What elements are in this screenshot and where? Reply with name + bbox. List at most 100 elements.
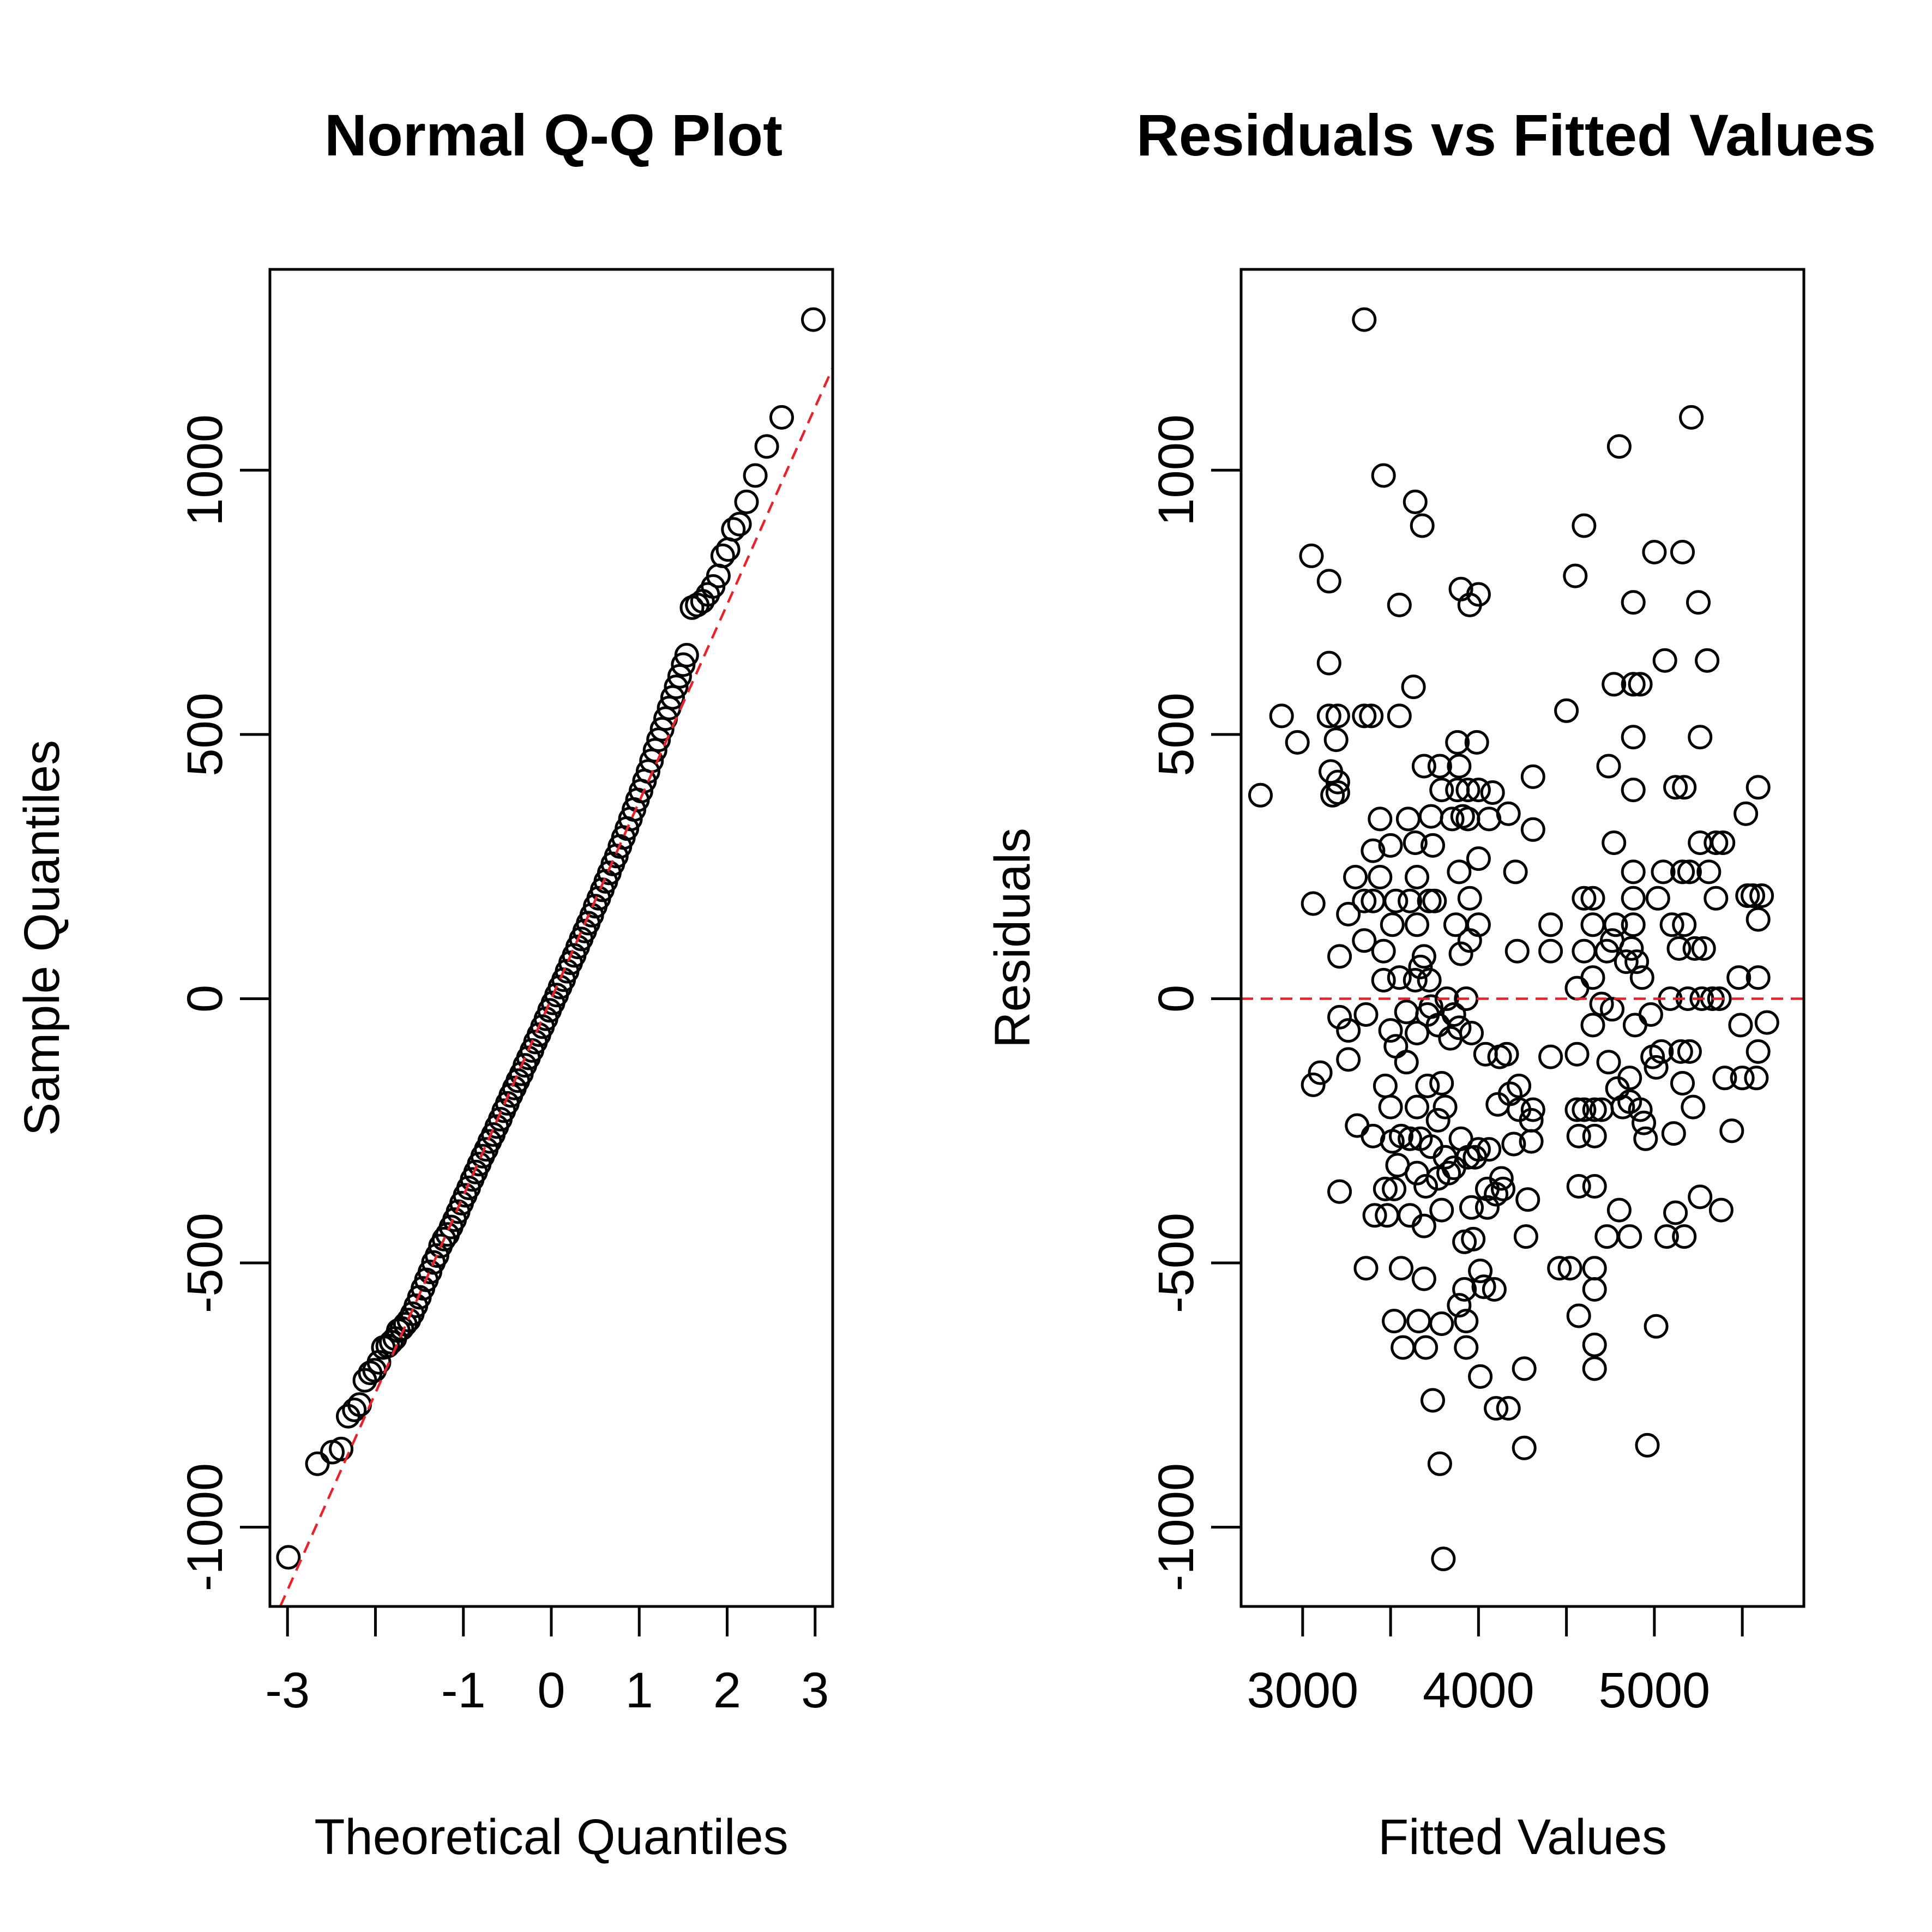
data-point [721,517,746,542]
data-point [1316,703,1341,729]
data-point [1403,968,1428,992]
data-point [1668,1039,1693,1064]
data-point [1387,965,1412,990]
data-point [1383,888,1409,913]
data-point [1520,817,1545,842]
data-point [1362,1203,1387,1228]
data-point [1411,1266,1436,1291]
data-point [1695,648,1720,673]
data-point [1696,859,1722,884]
data-point [1316,651,1341,676]
data-point [342,1398,367,1422]
data-point [1670,1071,1695,1096]
data-point [1373,1176,1398,1201]
data-point [1461,1226,1486,1251]
data-point [1477,1137,1502,1162]
data-point [1455,778,1480,803]
data-point [1572,886,1597,911]
data-point [1670,859,1695,884]
data-point [1452,1277,1477,1302]
data-point [1371,463,1396,488]
data-point [1496,801,1521,826]
data-point [754,434,779,459]
data-point [1688,1184,1713,1209]
data-point [734,489,759,514]
data-point [1454,1309,1479,1334]
x-tick-label: -1 [441,1663,486,1718]
data-point [1403,830,1428,855]
data-point [276,1545,301,1570]
data-point [1429,1197,1454,1223]
data-point [1415,1073,1440,1098]
data-point [1520,764,1545,789]
data-point [1466,1137,1491,1162]
residuals-plot-points [1248,307,1779,1572]
data-point [1359,703,1384,729]
data-point [1566,1303,1591,1328]
data-point [1503,859,1528,884]
qq-x-axis-label: Theoretical Quantiles [314,1809,788,1865]
data-point [1316,569,1341,594]
data-point [1336,1018,1361,1043]
data-point [1459,1021,1484,1045]
residuals-y-axis-label: Residuals [985,828,1040,1048]
data-point [1741,883,1765,908]
data-point [1749,883,1774,908]
data-point [1336,1047,1361,1072]
data-point [1353,1002,1379,1027]
data-point [1411,754,1436,779]
x-tick-label: 4000 [1423,1663,1534,1718]
data-point [1327,1004,1352,1030]
data-point [1512,1435,1537,1460]
data-point [1403,489,1428,514]
data-point [1394,1050,1419,1075]
data-point [1754,1010,1779,1035]
data-point [1466,778,1491,803]
data-point [1454,1335,1479,1360]
data-point [1563,563,1588,588]
data-point [1610,1094,1635,1120]
data-point [1378,1094,1403,1120]
data-point [329,1436,354,1461]
data-point [1602,672,1627,697]
data-point [1621,912,1646,937]
data-point [1480,780,1505,805]
data-point [1659,912,1684,937]
data-point [1496,1396,1521,1421]
data-point [1704,886,1729,911]
data-point [1519,1129,1544,1154]
data-point [1682,936,1707,961]
data-point [1382,1309,1407,1334]
qq-plot-title: Normal Q-Q Plot [324,102,783,168]
data-point [1645,886,1670,911]
residuals-plot-panel: Residuals vs Fitted Values 3000 4000 5000 … [985,102,1876,1865]
data-point [1566,1174,1591,1199]
data-point [1572,1097,1597,1122]
data-point [1661,1121,1686,1146]
data-point [1427,1451,1452,1476]
data-point [1494,1042,1519,1067]
data-point [1457,886,1482,911]
data-point [1746,775,1771,800]
data-point [1688,725,1713,750]
data-point [1447,1293,1472,1318]
y-tick-label: 500 [1148,693,1204,777]
data-point [1572,513,1597,538]
data-point [1654,1224,1679,1249]
data-point [667,664,692,689]
data-point [1448,941,1473,966]
data-point [1734,801,1759,826]
qq-y-axis: -1000 -500 0 500 1000 [177,414,272,1591]
data-point [1440,806,1465,832]
data-point [1681,1094,1706,1120]
data-point [1482,1277,1507,1302]
residuals-x-axis: 3000 4000 5000 [1247,1605,1744,1718]
data-point [1387,703,1412,729]
residuals-y-axis: -1000 -500 0 500 1000 [1148,414,1243,1591]
data-point [1704,830,1729,855]
data-point [1382,1176,1407,1201]
data-point [1677,1039,1702,1064]
data-point [1728,1013,1753,1038]
data-point [1670,540,1695,564]
